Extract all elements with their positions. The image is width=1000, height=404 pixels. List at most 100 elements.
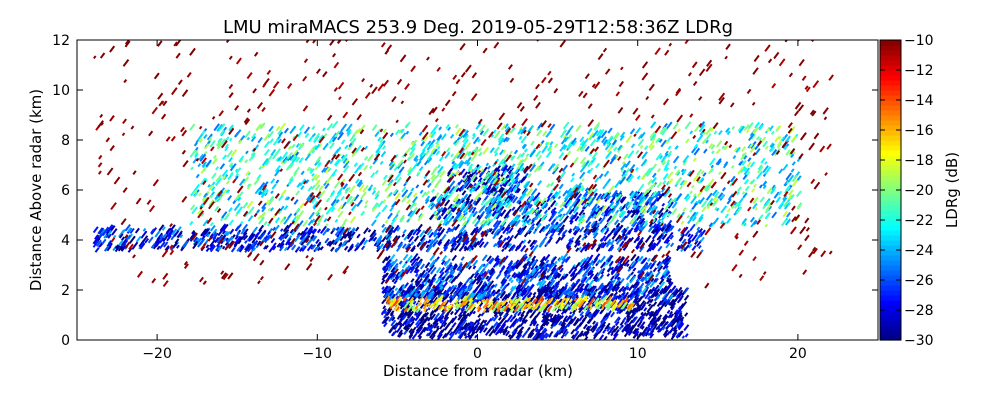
echo-mark	[552, 191, 559, 198]
echo-mark	[229, 228, 235, 235]
echo-mark	[434, 258, 439, 263]
echo-mark	[506, 282, 510, 287]
echo-mark	[639, 316, 645, 323]
echo-mark	[628, 284, 634, 292]
echo-mark	[406, 254, 413, 263]
echo-mark	[496, 173, 501, 178]
echo-mark	[557, 195, 562, 200]
echo-mark	[445, 229, 450, 234]
echo-mark	[578, 209, 585, 216]
echo-mark	[427, 332, 432, 337]
echo-mark	[409, 152, 415, 160]
echo-mark	[532, 297, 538, 304]
echo-mark	[465, 277, 471, 284]
echo-mark	[527, 239, 532, 245]
echo-mark	[453, 242, 461, 251]
echo-mark	[401, 284, 406, 290]
echo-mark	[443, 258, 451, 267]
echo-mark	[476, 276, 483, 285]
echo-mark	[577, 267, 585, 275]
echo-mark	[310, 218, 316, 224]
echo-mark	[646, 295, 652, 301]
echo-mark	[404, 293, 410, 299]
echo-mark	[505, 325, 509, 330]
echo-mark	[503, 212, 510, 220]
echo-mark	[667, 212, 671, 217]
echo-mark	[558, 290, 563, 296]
echo-mark	[159, 241, 166, 250]
echo-mark	[464, 200, 470, 207]
echo-mark	[640, 217, 646, 223]
echo-mark	[550, 228, 555, 234]
echo-mark	[735, 206, 743, 215]
echo-mark	[398, 321, 403, 326]
echo-mark	[265, 160, 270, 166]
echo-mark	[601, 204, 607, 212]
echo-mark	[347, 142, 355, 151]
echo-mark	[489, 147, 495, 154]
echo-mark	[605, 293, 613, 302]
echo-mark	[693, 211, 699, 218]
echo-mark	[490, 316, 495, 322]
echo-mark	[558, 221, 564, 228]
echo-mark	[484, 201, 489, 207]
echo-mark	[528, 203, 533, 209]
echo-mark	[664, 162, 670, 169]
echo-mark	[640, 158, 648, 167]
echo-mark	[592, 272, 600, 280]
echo-mark	[346, 230, 353, 237]
echo-mark	[287, 213, 293, 219]
echo-mark	[578, 303, 584, 311]
echo-mark	[614, 179, 622, 189]
echo-mark	[483, 319, 488, 324]
echo-mark	[595, 327, 600, 333]
echo-mark	[382, 274, 386, 279]
echo-mark	[490, 133, 495, 138]
echo-mark	[389, 261, 395, 266]
echo-mark	[473, 148, 480, 157]
echo-mark	[476, 305, 481, 310]
echo-mark	[693, 147, 701, 156]
echo-mark	[667, 150, 673, 156]
echo-mark	[548, 334, 552, 338]
echo-mark	[330, 190, 336, 196]
echo-mark	[606, 135, 614, 143]
echo-mark	[712, 189, 718, 197]
echo-mark	[358, 124, 366, 133]
echo-mark	[589, 270, 594, 276]
echo-mark	[402, 298, 409, 307]
echo-mark	[579, 164, 587, 173]
echo-mark	[410, 141, 415, 146]
echo-mark	[632, 221, 638, 228]
echo-mark	[643, 220, 649, 226]
echo-mark	[681, 226, 689, 235]
echo-mark	[758, 214, 764, 221]
echo-mark	[346, 128, 352, 135]
echo-mark	[562, 121, 570, 130]
echo-mark	[637, 133, 643, 140]
echo-mark	[401, 186, 407, 193]
echo-mark	[534, 326, 539, 331]
echo-mark	[503, 242, 511, 250]
echo-mark	[548, 289, 556, 298]
echo-mark	[687, 215, 694, 225]
echo-mark	[506, 314, 513, 323]
echo-mark	[451, 292, 457, 299]
echo-mark	[397, 270, 403, 277]
echo-mark	[356, 199, 363, 207]
echo-mark	[483, 189, 488, 195]
echo-mark	[416, 160, 422, 167]
echo-mark	[638, 245, 645, 253]
echo-mark	[265, 199, 270, 205]
echo-mark	[363, 204, 368, 209]
echo-mark	[543, 266, 547, 271]
echo-mark	[559, 201, 566, 209]
echo-mark	[523, 205, 529, 211]
echo-mark	[665, 277, 671, 283]
echo-mark	[531, 244, 539, 253]
echo-mark	[549, 197, 554, 203]
echo-mark	[92, 226, 99, 234]
echo-mark	[409, 267, 415, 274]
echo-mark	[458, 266, 463, 272]
echo-mark	[455, 149, 461, 156]
